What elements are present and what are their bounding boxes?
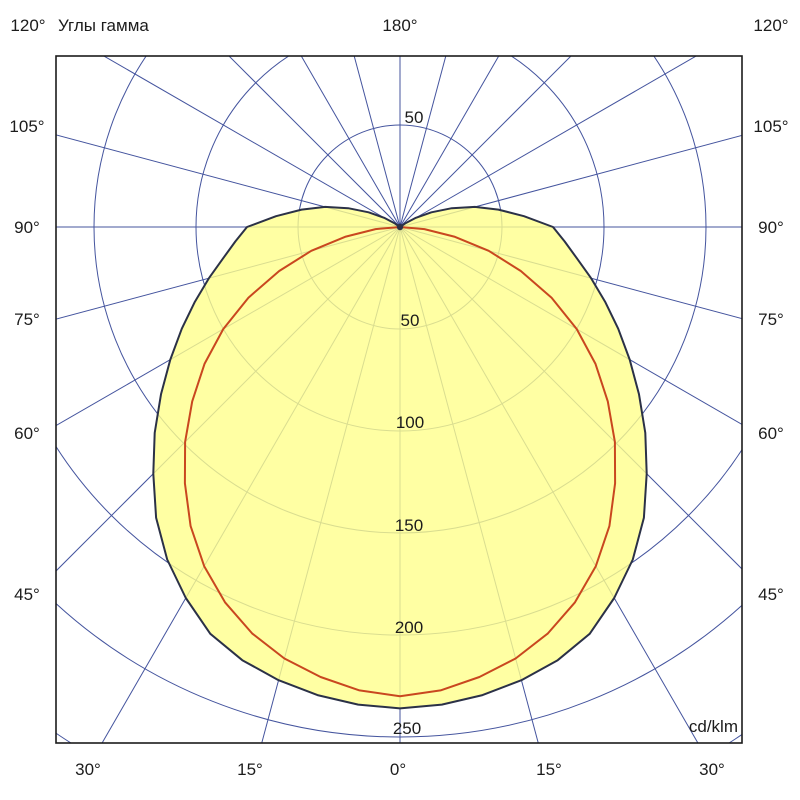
radial-tick-label: 250 xyxy=(393,719,421,738)
polar-grid-line xyxy=(399,56,572,228)
angle-label: 90° xyxy=(758,218,784,237)
polar-grid-line xyxy=(399,56,698,228)
polar-grid-line xyxy=(353,56,401,228)
angle-label: 30° xyxy=(699,760,725,779)
radial-tick-label: 50 xyxy=(401,311,420,330)
angle-label: 105° xyxy=(9,117,44,136)
angle-label: 120° xyxy=(10,16,45,35)
radial-tick-label: 50 xyxy=(405,108,424,127)
angle-label: 75° xyxy=(758,310,784,329)
radial-tick-label: 100 xyxy=(396,413,424,432)
polar-grid-line xyxy=(399,56,500,228)
diagram-frame xyxy=(55,55,743,744)
angle-label: 60° xyxy=(14,424,40,443)
angle-label: 105° xyxy=(753,117,788,136)
chart-title: Углы гамма xyxy=(58,16,149,35)
angle-label: 15° xyxy=(237,760,263,779)
polar-grid-line xyxy=(300,56,401,228)
angle-label: 45° xyxy=(14,585,40,604)
intensity-curves xyxy=(152,205,648,710)
angle-label: 120° xyxy=(753,16,788,35)
radial-tick-label: 150 xyxy=(395,516,423,535)
luminous-intensity-curve-c0-c180 xyxy=(152,205,648,710)
angle-label: 60° xyxy=(758,424,784,443)
polar-grid-line xyxy=(399,134,742,228)
angle-and-radial-labels: 120° 180° 120° 105° 90° 75° 60° 45° 105° 90° 75° 60… xyxy=(9,16,788,779)
radial-tick-label: 200 xyxy=(395,618,423,637)
polar-origin-dot xyxy=(396,223,404,231)
angle-label: 180° xyxy=(382,16,417,35)
polar-grid-line xyxy=(228,56,401,228)
polar-grid-line xyxy=(399,56,447,228)
angle-label: 15° xyxy=(536,760,562,779)
polar-grid-line xyxy=(102,56,401,228)
angle-label: 75° xyxy=(14,310,40,329)
angle-label: 0° xyxy=(390,760,406,779)
angle-label: 90° xyxy=(14,218,40,237)
polar-grid-circle xyxy=(56,602,742,738)
angle-label: 45° xyxy=(758,585,784,604)
angle-label: 30° xyxy=(75,760,101,779)
luminous-intensity-curve-c90-c270 xyxy=(183,226,617,698)
polar-grid-line xyxy=(56,134,401,228)
unit-label: cd/klm xyxy=(689,717,738,736)
